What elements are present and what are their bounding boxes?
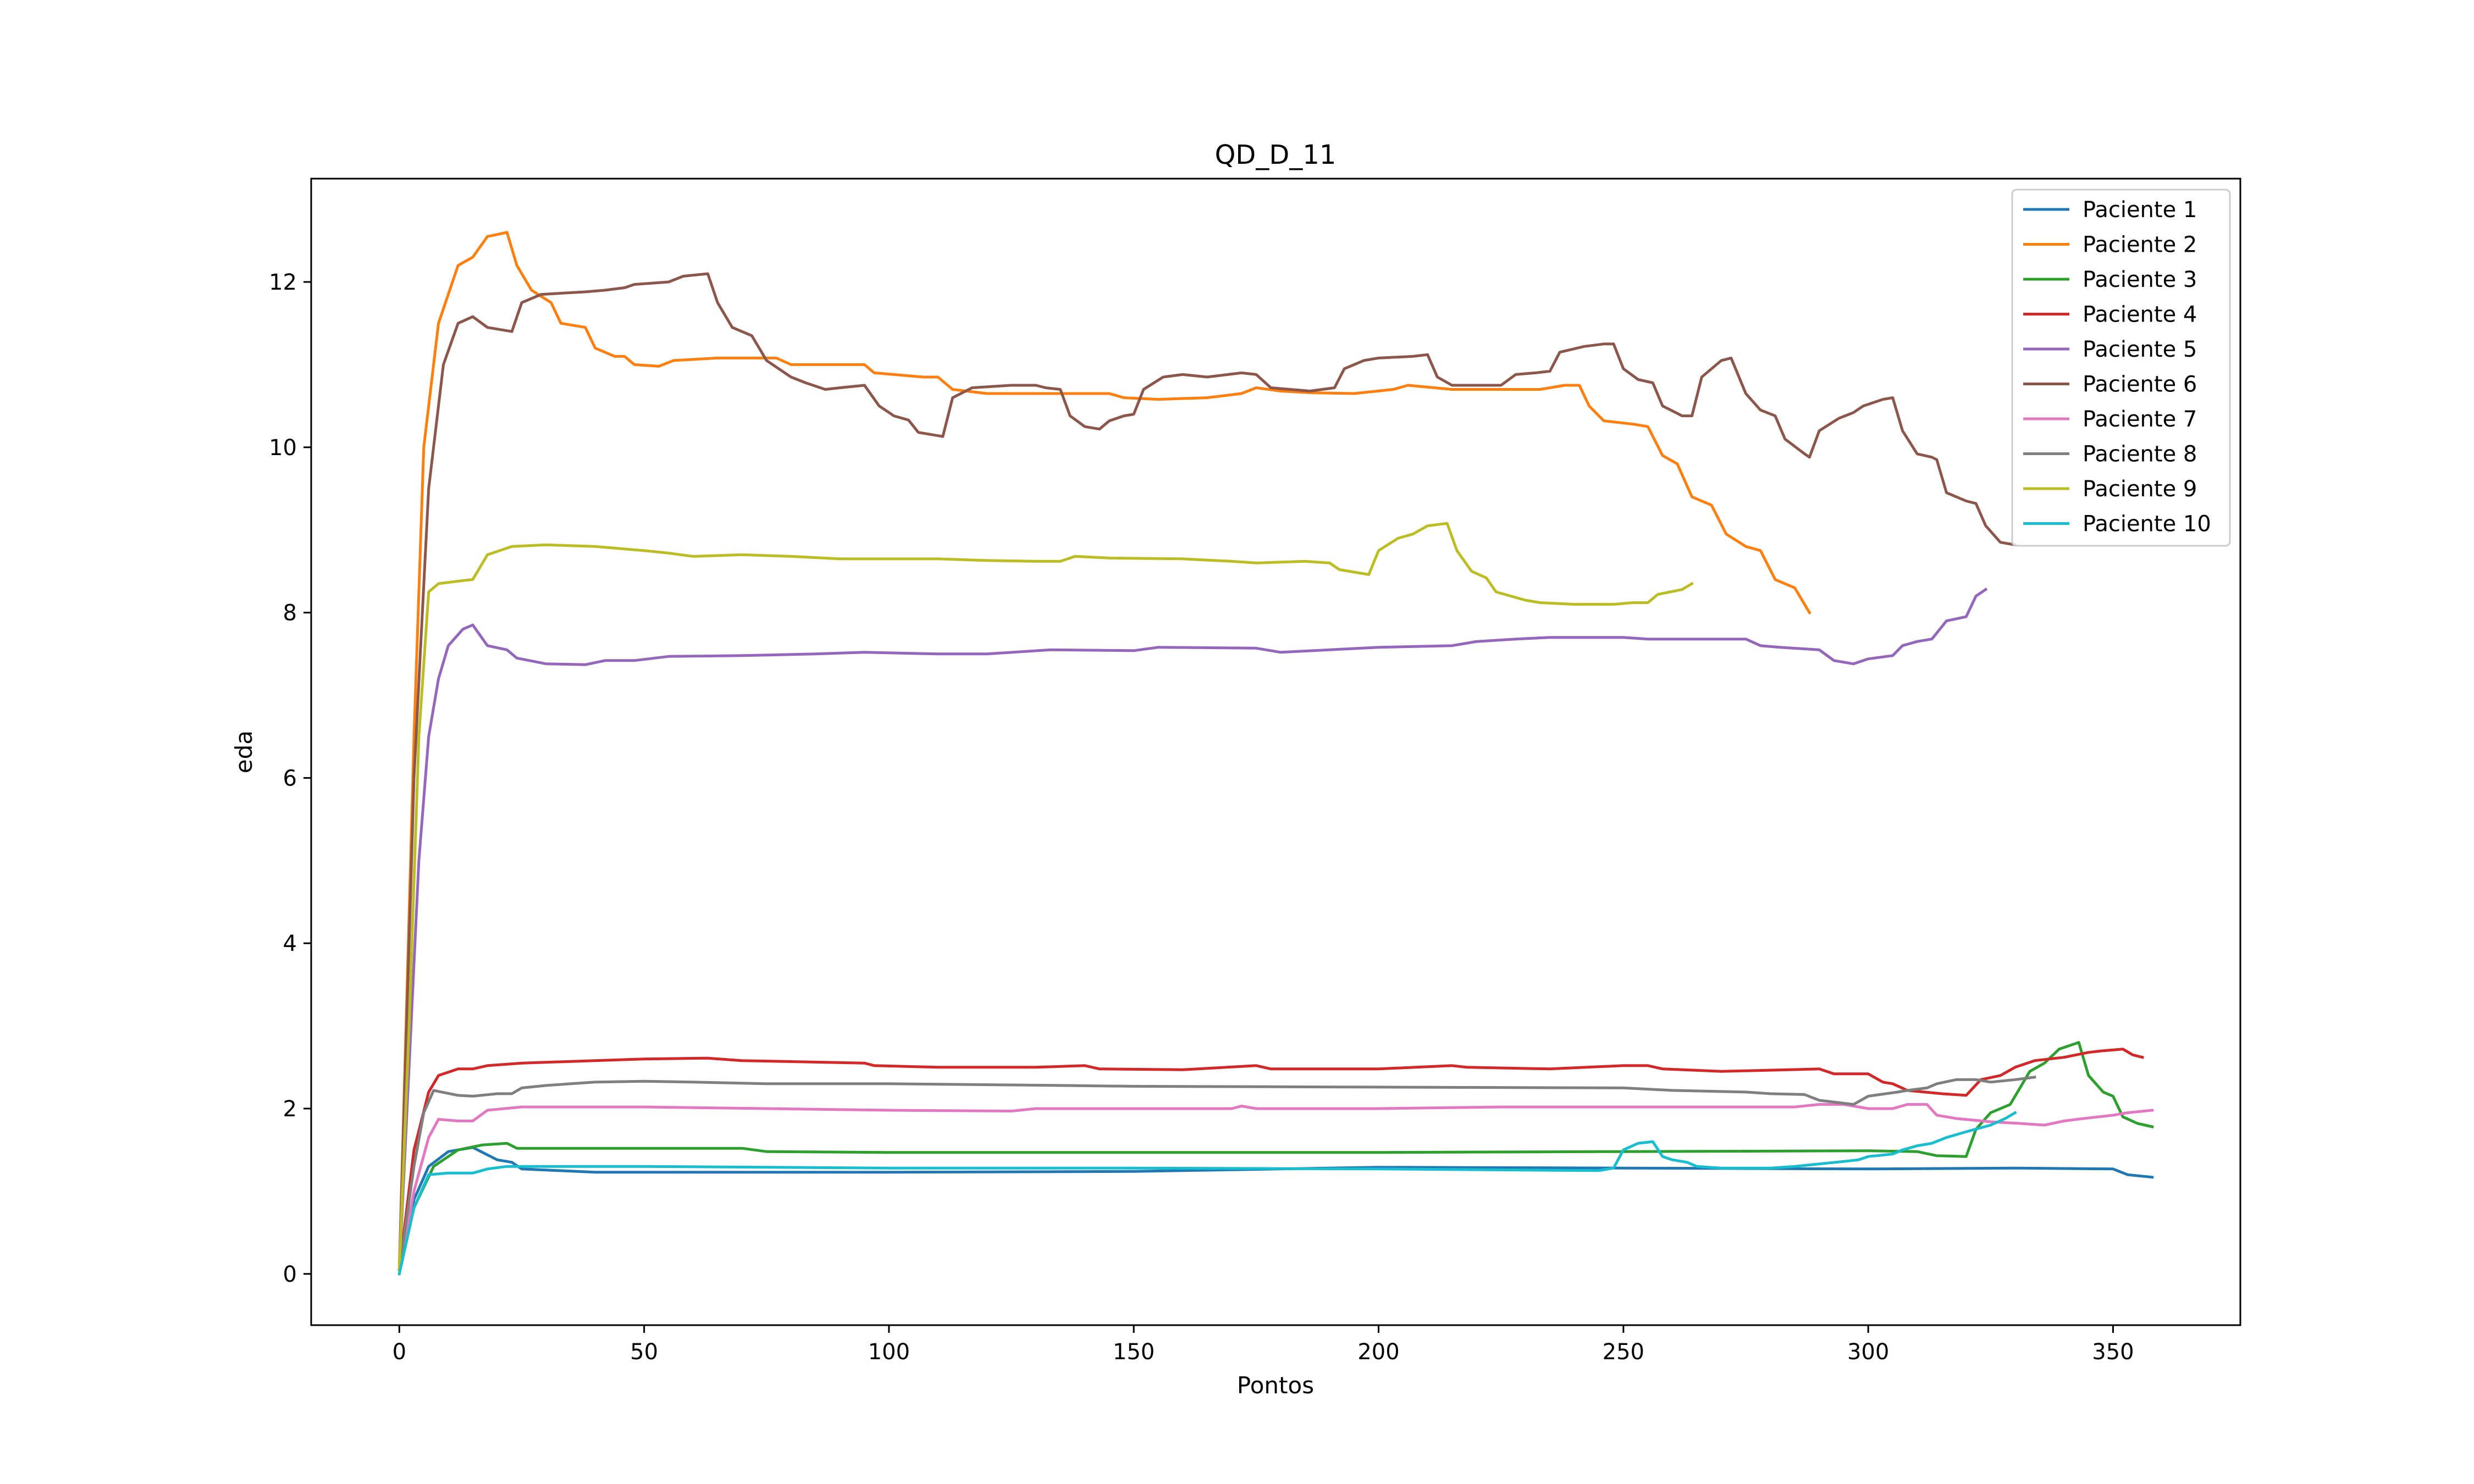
x-tick-label: 200 bbox=[1357, 1339, 1399, 1365]
x-tick-label: 150 bbox=[1113, 1339, 1155, 1365]
series-layer bbox=[397, 231, 2154, 1276]
x-axis-ticks: 0 50 100 150 200 250 300 350 bbox=[393, 1325, 2134, 1365]
y-axis-ticks: 0 2 4 6 8 10 12 bbox=[269, 270, 311, 1287]
series-line-6 bbox=[397, 272, 2017, 1271]
plot-area-frame bbox=[310, 178, 2241, 1326]
y-tick-label: 8 bbox=[283, 601, 297, 626]
x-tick-label: 50 bbox=[630, 1339, 658, 1365]
series-line-5 bbox=[397, 588, 1988, 1271]
y-tick-label: 0 bbox=[283, 1262, 297, 1287]
legend-label-1: Paciente 1 bbox=[2083, 197, 2197, 223]
series-line-4 bbox=[397, 1048, 2144, 1271]
x-tick-label: 350 bbox=[2092, 1339, 2134, 1365]
y-tick-label: 4 bbox=[283, 931, 297, 956]
x-tick-label: 0 bbox=[393, 1339, 406, 1365]
y-axis-label: eda bbox=[230, 730, 257, 773]
x-tick-label: 300 bbox=[1847, 1339, 1889, 1365]
legend-label-6: Paciente 6 bbox=[2083, 372, 2197, 397]
series-line-8 bbox=[397, 1076, 2036, 1272]
series-line-1 bbox=[397, 1146, 2154, 1272]
series-line-9 bbox=[397, 522, 1694, 1271]
x-tick-label: 100 bbox=[868, 1339, 910, 1365]
series-line-3 bbox=[397, 1041, 2154, 1272]
y-tick-label: 12 bbox=[269, 270, 297, 295]
legend: Paciente 1 Paciente 2 Paciente 3 Paciente 4… bbox=[2011, 189, 2231, 547]
series-line-2 bbox=[397, 231, 1812, 1271]
x-tick-label: 250 bbox=[1603, 1339, 1644, 1365]
y-tick-label: 6 bbox=[283, 766, 297, 791]
legend-label-9: Paciente 9 bbox=[2083, 477, 2197, 502]
legend-items: Paciente 1 Paciente 2 Paciente 3 Paciente 4… bbox=[2023, 197, 2211, 537]
legend-label-3: Paciente 3 bbox=[2083, 267, 2197, 292]
y-tick-label: 10 bbox=[269, 435, 297, 461]
legend-label-10: Paciente 10 bbox=[2083, 512, 2211, 537]
series-line-10 bbox=[397, 1111, 2017, 1276]
y-tick-label: 2 bbox=[283, 1097, 297, 1122]
legend-label-4: Paciente 4 bbox=[2083, 302, 2197, 328]
legend-label-8: Paciente 8 bbox=[2083, 442, 2197, 467]
legend-label-5: Paciente 5 bbox=[2083, 337, 2197, 362]
legend-label-2: Paciente 2 bbox=[2083, 232, 2197, 258]
x-axis-label: Pontos bbox=[1237, 1372, 1314, 1399]
legend-label-7: Paciente 7 bbox=[2083, 407, 2197, 432]
chart-title: QD_D_11 bbox=[1215, 140, 1337, 170]
series-line-7 bbox=[397, 1103, 2154, 1272]
